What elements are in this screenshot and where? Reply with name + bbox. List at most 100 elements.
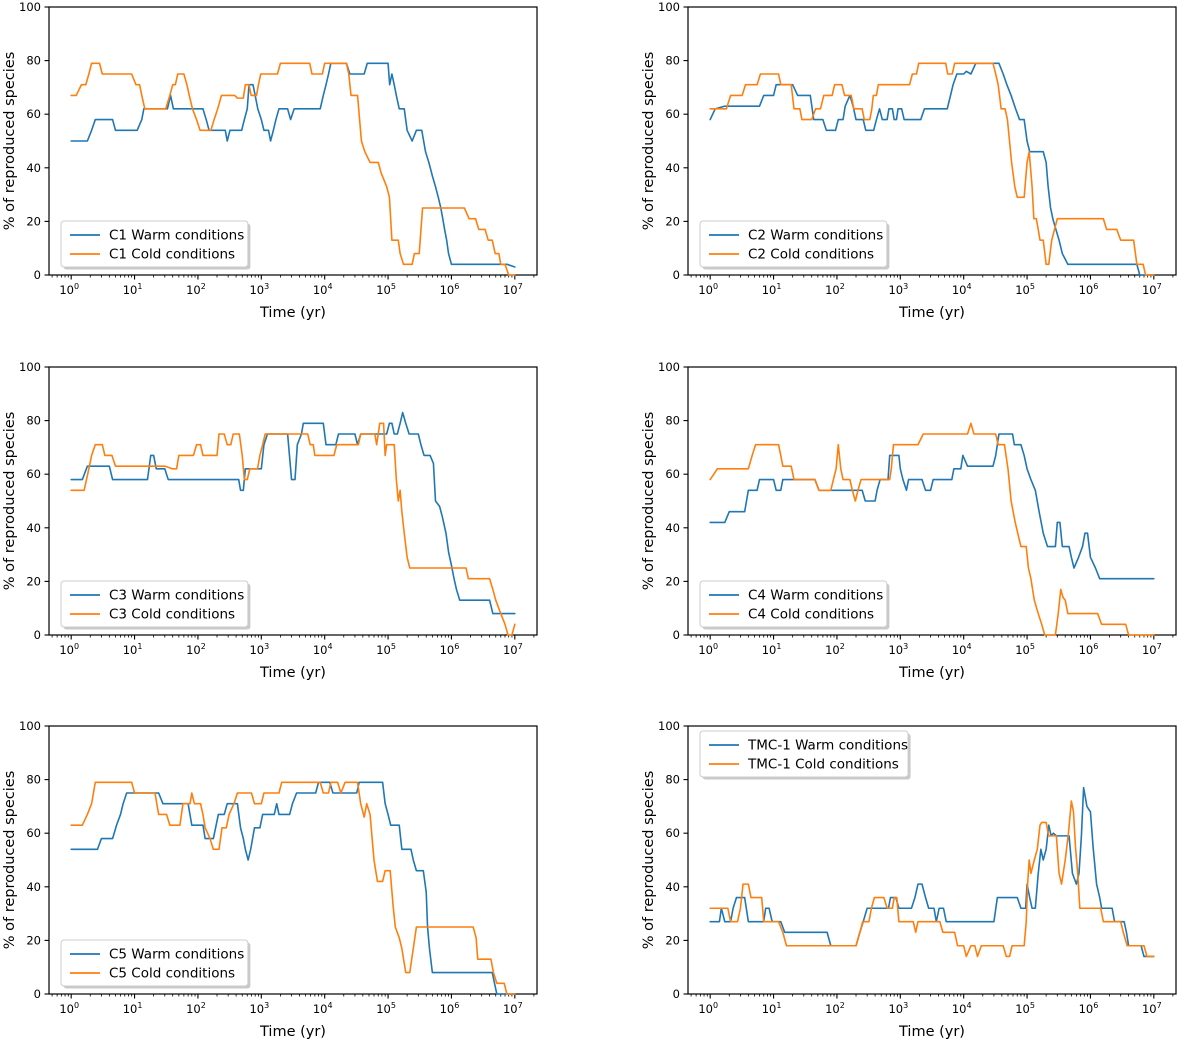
- plot-area: [48, 725, 538, 995]
- x-tick-label: 102: [186, 642, 206, 657]
- x-tick-label: 102: [186, 1001, 206, 1016]
- y-axis: 0 20 40 60 80 100 % of reproduced species: [2, 719, 49, 1001]
- plot-area: [687, 366, 1177, 636]
- warm-series-line: [709, 433, 1155, 580]
- legend: C5 Warm conditions C5 Cold conditions: [60, 939, 251, 989]
- y-axis: 0 20 40 60 80 100 % of reproduced species: [641, 0, 688, 282]
- x-tick-label: 107: [503, 282, 523, 297]
- y-tick-label: 80: [26, 54, 41, 68]
- x-tick-label: 107: [1142, 642, 1162, 657]
- warm-series-line: [709, 62, 1155, 276]
- x-tick-label: 105: [376, 642, 396, 657]
- y-axis-label: % of reproduced species: [2, 412, 18, 591]
- x-axis: 100 101 102 103 104 105 106 107 Time (yr): [690, 275, 1174, 321]
- plot-area: [687, 6, 1177, 276]
- y-tick-label: 80: [26, 414, 41, 428]
- x-tick-label: 106: [440, 642, 460, 657]
- y-axis: 0 20 40 60 80 100 % of reproduced species: [2, 360, 49, 642]
- chart-c2: 0 20 40 60 80 100% of reproduced species 100 10…: [639, 0, 1200, 340]
- y-tick-label: 80: [665, 54, 680, 68]
- x-tick-label: 102: [186, 282, 206, 297]
- cold-series-line: [70, 781, 516, 995]
- cold-series-line: [709, 422, 1155, 636]
- legend: C2 Warm conditions C2 Cold conditions: [699, 220, 890, 270]
- y-tick-label: 60: [26, 467, 41, 481]
- y-tick-label: 0: [34, 268, 41, 282]
- x-tick-label: 107: [1142, 1001, 1162, 1016]
- x-axis-label: Time (yr): [898, 1024, 965, 1040]
- y-tick-label: 20: [26, 574, 41, 588]
- legend: C3 Warm conditions C3 Cold conditions: [60, 580, 251, 630]
- x-tick-label: 104: [313, 1001, 333, 1016]
- y-tick-label: 80: [665, 414, 680, 428]
- chart-c1: 0 20 40 60 80 100% of reproduced species 100 10…: [0, 0, 600, 340]
- y-tick-label: 100: [19, 719, 41, 733]
- y-tick-label: 0: [673, 987, 680, 1001]
- x-axis-label: Time (yr): [898, 665, 965, 681]
- y-tick-label: 0: [673, 628, 680, 642]
- y-axis-label: % of reproduced species: [2, 771, 18, 950]
- legend: C4 Warm conditions C4 Cold conditions: [699, 580, 890, 630]
- chart-c5: 0 20 40 60 80 100% of reproduced species 100 10…: [0, 719, 600, 1042]
- x-tick-label: 106: [1079, 1001, 1099, 1016]
- x-tick-label: 103: [888, 1001, 908, 1016]
- x-tick-label: 101: [123, 282, 143, 297]
- y-tick-label: 40: [26, 880, 41, 894]
- y-tick-label: 60: [26, 107, 41, 121]
- legend-label: C5 Cold conditions: [109, 966, 235, 982]
- x-axis-label: Time (yr): [259, 305, 326, 321]
- legend-label: C4 Cold conditions: [748, 607, 874, 623]
- x-tick-label: 107: [1142, 282, 1162, 297]
- x-tick-label: 105: [1015, 642, 1035, 657]
- legend-label: C2 Cold conditions: [748, 247, 874, 263]
- y-tick-label: 20: [665, 933, 680, 947]
- y-axis-label: % of reproduced species: [641, 52, 657, 231]
- legend-label: C4 Warm conditions: [748, 588, 883, 604]
- y-tick-label: 100: [19, 0, 41, 14]
- x-axis: 100 101 102 103 104 105 106 107 Time (yr): [51, 994, 535, 1040]
- y-tick-label: 80: [665, 773, 680, 787]
- legend-label: C5 Warm conditions: [109, 947, 244, 963]
- legend-label: C1 Cold conditions: [109, 247, 235, 263]
- legend: C1 Warm conditions C1 Cold conditions: [60, 220, 251, 270]
- chart-tmc-1: 0 20 40 60 80 100% of reproduced species 100 10…: [639, 719, 1200, 1042]
- x-axis-label: Time (yr): [898, 305, 965, 321]
- y-axis: 0 20 40 60 80 100 % of reproduced species: [641, 360, 688, 642]
- chart-c4: 0 20 40 60 80 100% of reproduced species 100 10…: [639, 360, 1200, 700]
- x-tick-label: 107: [503, 642, 523, 657]
- x-tick-label: 103: [888, 642, 908, 657]
- x-tick-label: 100: [698, 642, 718, 657]
- y-tick-label: 40: [665, 521, 680, 535]
- y-tick-label: 40: [665, 161, 680, 175]
- x-tick-label: 102: [825, 282, 845, 297]
- y-tick-label: 40: [665, 880, 680, 894]
- legend-label: C3 Warm conditions: [109, 588, 244, 604]
- y-tick-label: 0: [34, 987, 41, 1001]
- x-tick-label: 102: [825, 642, 845, 657]
- y-tick-label: 20: [26, 933, 41, 947]
- cold-series-line: [709, 800, 1155, 958]
- x-tick-label: 105: [1015, 282, 1035, 297]
- x-tick-label: 101: [123, 1001, 143, 1016]
- legend-label: C1 Warm conditions: [109, 228, 244, 244]
- y-axis-label: % of reproduced species: [641, 771, 657, 950]
- y-tick-label: 20: [665, 574, 680, 588]
- y-tick-label: 100: [658, 0, 680, 14]
- x-tick-label: 107: [503, 1001, 523, 1016]
- x-tick-label: 105: [1015, 1001, 1035, 1016]
- x-tick-label: 101: [762, 1001, 782, 1016]
- x-tick-label: 100: [698, 1001, 718, 1016]
- y-tick-label: 60: [665, 826, 680, 840]
- plot-area: [687, 725, 1177, 995]
- x-tick-label: 104: [313, 642, 333, 657]
- x-axis: 100 101 102 103 104 105 106 107 Time (yr): [51, 275, 535, 321]
- warm-series-line: [709, 786, 1155, 958]
- warm-series-line: [70, 62, 516, 268]
- y-axis-label: % of reproduced species: [2, 52, 18, 231]
- x-axis-label: Time (yr): [259, 665, 326, 681]
